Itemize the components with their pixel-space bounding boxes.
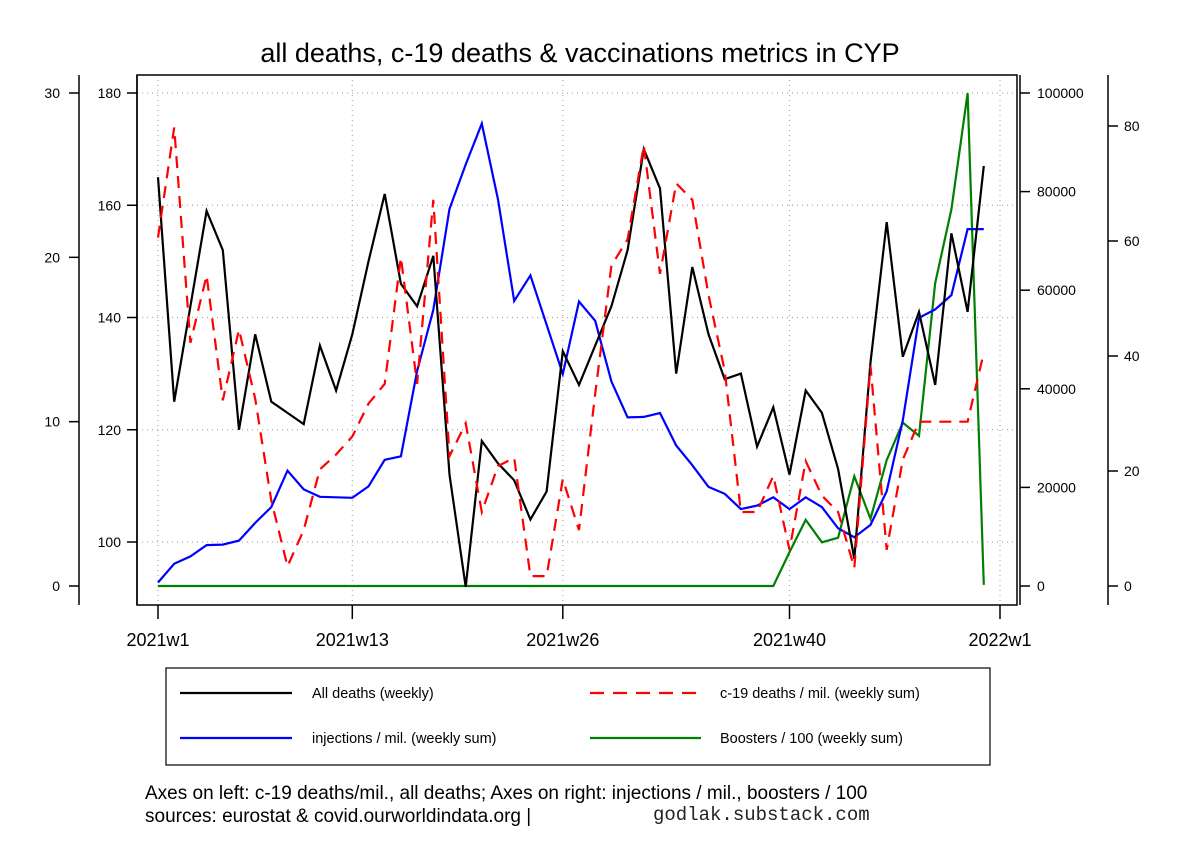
series-layer [156,93,985,588]
axis-left-outer: 0 10 20 30 [44,75,80,605]
caption-sources: sources: eurostat & covid.ourworldindata… [145,806,531,827]
axis-boosters-tick-label: 20 [1124,463,1140,479]
legend-box [165,667,991,766]
axis-all-deaths-tick-label: 180 [98,85,122,101]
legend-label-boosters: Boosters / 100 (weekly sum) [720,731,903,747]
x-tick-label: 2021w40 [753,630,826,650]
legend-label-c19-deaths: c-19 deaths / mil. (weekly sum) [720,686,920,702]
axis-c19-tick-label: 20 [44,249,60,265]
axis-c19-tick-label: 0 [52,578,60,594]
series-line-all [156,145,985,588]
chart-title: all deaths, c-19 deaths & vaccinations m… [260,38,899,68]
axis-right-outer: 0 20 40 60 80 [1107,75,1140,605]
axis-injections-tick-label: 100000 [1037,85,1084,101]
axis-all-deaths-tick-label: 120 [98,422,122,438]
axis-x: 2021w1 2021w13 2021w26 2021w40 2022w1 [126,605,1032,650]
axis-boosters-tick-label: 60 [1124,233,1140,249]
axis-injections-tick-label: 60000 [1037,282,1076,298]
axis-boosters-tick-label: 80 [1124,118,1140,134]
series-line-boosters [158,93,985,588]
x-tick-label: 2021w13 [316,630,389,650]
legend: All deaths (weekly) c-19 deaths / mil. (… [165,667,991,766]
x-tick-label: 2021w26 [526,630,599,650]
caption-axes-note: Axes on left: c-19 deaths/mil., all deat… [145,783,867,804]
axis-c19-tick-label: 10 [44,414,60,430]
axis-injections-tick-label: 40000 [1037,381,1076,397]
legend-label-all-deaths: All deaths (weekly) [312,686,434,702]
axis-boosters-tick-label: 0 [1124,578,1132,594]
series-line-injections [157,119,984,584]
legend-label-injections: injections / mil. (weekly sum) [312,731,497,747]
caption-site-link[interactable]: godlak.substack.com [653,804,870,826]
series-line-c19 [156,127,985,578]
axis-boosters-tick-label: 40 [1124,348,1140,364]
axis-injections-tick-label: 0 [1037,578,1045,594]
axis-c19-tick-label: 30 [44,85,60,101]
x-tick-label: 2021w1 [126,630,189,650]
axis-injections-tick-label: 80000 [1037,184,1076,200]
x-tick-label: 2022w1 [968,630,1031,650]
axis-all-deaths-tick-label: 140 [98,310,122,326]
axis-right-inner: 0 20000 40000 60000 80000 100000 [1019,75,1084,605]
axis-all-deaths-tick-label: 160 [98,197,122,213]
axis-injections-tick-label: 20000 [1037,479,1076,495]
axis-left-inner: 100 120 140 160 180 [98,75,138,605]
axis-all-deaths-tick-label: 100 [98,534,122,550]
grid [137,75,1017,605]
